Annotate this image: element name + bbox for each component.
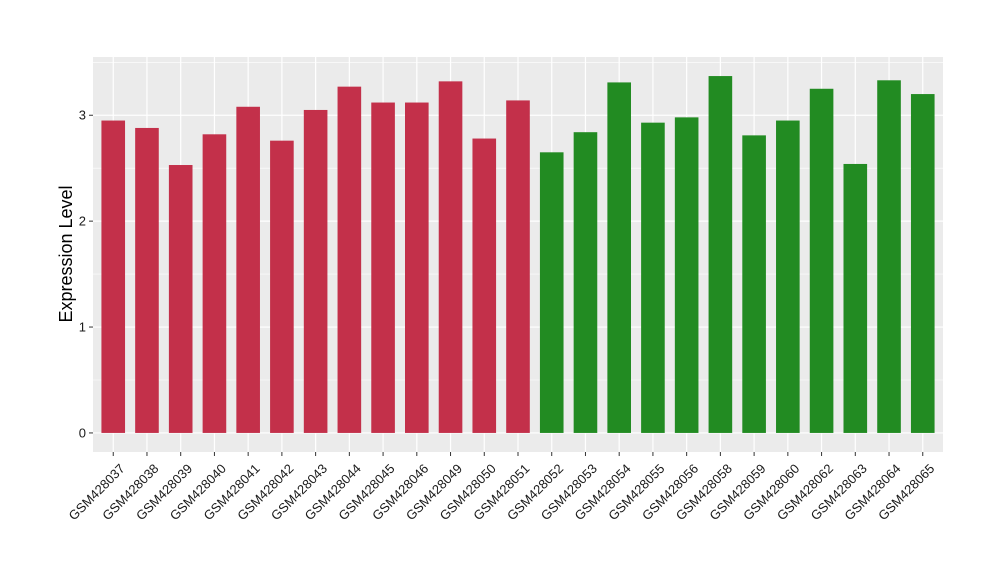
bar-GSM428064: [877, 80, 901, 433]
y-axis: 0 1 2 3: [79, 108, 93, 440]
bar-GSM428054: [607, 82, 631, 433]
bar-GSM428055: [641, 122, 665, 433]
bar-GSM428051: [506, 100, 530, 433]
bar-GSM428052: [539, 152, 564, 433]
bar-GSM428043: [303, 109, 328, 433]
y-tick-label: 1: [79, 320, 86, 335]
bar-GSM428039: [168, 165, 193, 433]
bar-GSM428062: [809, 88, 834, 433]
y-tick-label: 2: [79, 214, 86, 229]
bar-GSM428059: [742, 135, 766, 433]
bar-GSM428053: [573, 132, 598, 433]
bar-GSM428044: [337, 86, 362, 433]
bar-GSM428060: [776, 120, 800, 433]
bar-GSM428049: [438, 81, 463, 433]
y-axis-title: Expression Level: [56, 185, 76, 322]
bar-GSM428046: [405, 102, 429, 433]
bar-GSM428042: [270, 140, 294, 433]
bar-GSM428037: [101, 120, 126, 433]
y-tick-label: 0: [79, 425, 86, 440]
bar-GSM428050: [472, 138, 497, 433]
bar-GSM428040: [202, 134, 227, 433]
bar-GSM428056: [674, 117, 699, 433]
bar-GSM428063: [843, 163, 868, 433]
bar-GSM428041: [236, 106, 260, 433]
x-axis: GSM428037GSM428038GSM428039GSM428040GSM4…: [66, 452, 937, 523]
bar-GSM428038: [135, 127, 159, 433]
bar-GSM428065: [910, 94, 935, 433]
bar-GSM428045: [371, 102, 395, 433]
bar-GSM428058: [708, 76, 733, 433]
bars: [101, 76, 935, 433]
y-tick-label: 3: [79, 108, 86, 123]
